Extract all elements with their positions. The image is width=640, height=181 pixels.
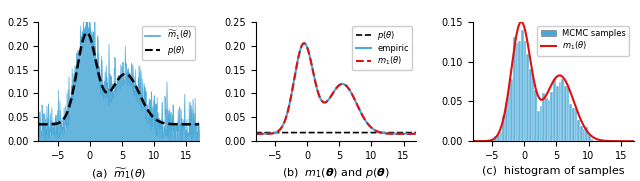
Bar (572, 108, 575, 141)
Bar (543, 93, 545, 141)
Bar (588, 134, 591, 141)
Bar (561, 79, 564, 141)
Legend: MCMC samples, $m_1(\theta)$: MCMC samples, $m_1(\theta)$ (537, 26, 629, 56)
Bar (559, 82, 561, 141)
Legend: $\widetilde{m}_1(\theta)$, $p(\theta)$: $\widetilde{m}_1(\theta)$, $p(\theta)$ (141, 26, 195, 60)
Bar (591, 139, 593, 141)
X-axis label: (a)  $\widetilde{m}_1(\theta)$: (a) $\widetilde{m}_1(\theta)$ (91, 167, 147, 181)
Bar (513, 37, 516, 141)
Bar (505, 102, 508, 141)
Bar (526, 54, 529, 141)
Bar (582, 129, 586, 141)
Bar (586, 127, 588, 141)
Bar (508, 87, 510, 141)
Bar (537, 111, 540, 141)
Bar (550, 92, 553, 141)
Bar (566, 86, 569, 141)
Bar (540, 106, 543, 141)
Bar (548, 100, 550, 141)
Bar (602, 140, 604, 141)
Bar (569, 104, 572, 141)
Bar (492, 139, 494, 141)
Bar (502, 116, 505, 141)
Bar (580, 126, 582, 141)
Bar (529, 69, 532, 141)
Bar (500, 132, 502, 141)
Bar (532, 75, 534, 141)
Bar (521, 30, 524, 141)
Bar (534, 90, 537, 141)
Bar (524, 41, 526, 141)
Bar (545, 98, 548, 141)
Bar (564, 86, 566, 141)
Bar (599, 140, 602, 141)
Bar (510, 79, 513, 141)
Bar (516, 43, 518, 141)
Bar (494, 136, 497, 141)
Bar (556, 86, 559, 141)
X-axis label: (c)  histogram of samples: (c) histogram of samples (482, 167, 625, 176)
Bar (577, 120, 580, 141)
Bar (575, 109, 577, 141)
Legend: $p(\theta)$, empiric, $m_1(\theta)$: $p(\theta)$, empiric, $m_1(\theta)$ (352, 26, 412, 70)
Bar (518, 41, 521, 141)
Bar (497, 135, 500, 141)
Bar (553, 79, 556, 141)
X-axis label: (b)  $m_1(\boldsymbol{\theta})$ and $p(\boldsymbol{\theta})$: (b) $m_1(\boldsymbol{\theta})$ and $p(\b… (282, 167, 390, 180)
